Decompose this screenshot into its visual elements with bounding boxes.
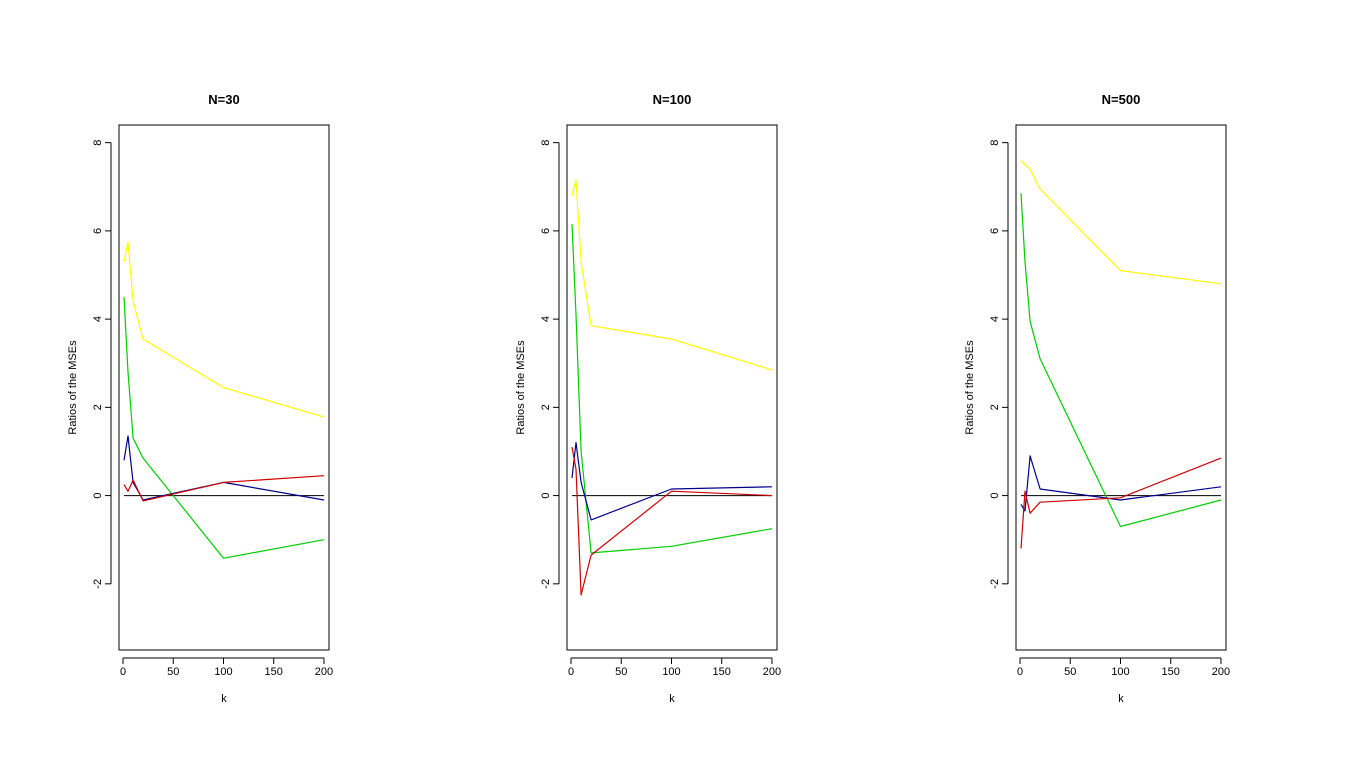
y-tick-label: 2 [989, 404, 1001, 410]
chart-title: N=30 [208, 92, 239, 107]
y-tick-label: 6 [989, 228, 1001, 234]
series-line-3 [571, 442, 773, 521]
x-tick-label: 50 [615, 666, 627, 678]
y-tick-label: 2 [540, 404, 552, 410]
x-tick-label: 50 [167, 666, 179, 678]
chart-panel-2: N=100 0 50 100 150 200 k -2 0 2 4 6 8 Ratios of the M… [515, 92, 781, 705]
y-tick-label: 6 [540, 228, 552, 234]
x-tick-label: 150 [713, 666, 731, 678]
series-line-2 [1020, 193, 1222, 528]
series-line-1 [1020, 159, 1222, 285]
x-tick-label: 150 [1162, 666, 1180, 678]
y-tick-label: 2 [92, 404, 104, 410]
series-line-2 [123, 297, 325, 559]
y-axis-label: Ratios of the MSEs [67, 340, 79, 435]
plot-frame [118, 124, 330, 651]
series-line-2 [571, 224, 773, 554]
x-tick-label: 0 [120, 666, 126, 678]
x-tick-label: 100 [662, 666, 680, 678]
series-line-3 [123, 435, 325, 501]
x-tick-label: 100 [1111, 666, 1129, 678]
plot-frame [1015, 124, 1227, 651]
y-tick-label: 8 [989, 140, 1001, 146]
x-tick-label: 0 [1017, 666, 1023, 678]
x-tick-label: 200 [315, 666, 333, 678]
y-tick-label: 0 [989, 493, 1001, 499]
series-line-3 [1020, 455, 1222, 512]
y-tick-label: 8 [540, 140, 552, 146]
y-tick-label: 4 [540, 316, 552, 322]
y-tick-label: 0 [92, 493, 104, 499]
x-axis-label: k [221, 693, 227, 705]
x-tick-label: 200 [1212, 666, 1230, 678]
y-tick-label: 4 [92, 316, 104, 322]
chart-panel-1: N=30 0 50 100 150 200 k -2 0 2 4 6 8 Ratios of the MS… [67, 92, 333, 705]
plot-frame [566, 124, 778, 651]
y-tick-label: -2 [92, 579, 104, 589]
x-tick-label: 100 [214, 666, 232, 678]
y-tick-label: 0 [540, 493, 552, 499]
x-tick-label: 0 [568, 666, 574, 678]
x-tick-label: 50 [1064, 666, 1076, 678]
series-line-4 [1020, 457, 1222, 549]
x-axis-label: k [1118, 693, 1124, 705]
y-tick-label: 8 [92, 140, 104, 146]
series-line-1 [571, 179, 773, 371]
y-tick-label: -2 [989, 579, 1001, 589]
chart-title: N=500 [1102, 92, 1141, 107]
x-tick-label: 150 [265, 666, 283, 678]
chart-title: N=100 [653, 92, 692, 107]
y-tick-label: 6 [92, 228, 104, 234]
series-line-4 [571, 446, 773, 596]
series-line-1 [123, 241, 325, 418]
series-line-4 [123, 475, 325, 502]
y-axis-label: Ratios of the MSEs [964, 340, 976, 435]
y-tick-label: 4 [989, 316, 1001, 322]
x-axis-label: k [669, 693, 675, 705]
y-axis-label: Ratios of the MSEs [515, 340, 527, 435]
x-tick-label: 200 [763, 666, 781, 678]
chart-panel-3: N=500 0 50 100 150 200 k -2 0 2 4 6 8 Ratios of the M… [964, 92, 1230, 705]
y-tick-label: -2 [540, 579, 552, 589]
